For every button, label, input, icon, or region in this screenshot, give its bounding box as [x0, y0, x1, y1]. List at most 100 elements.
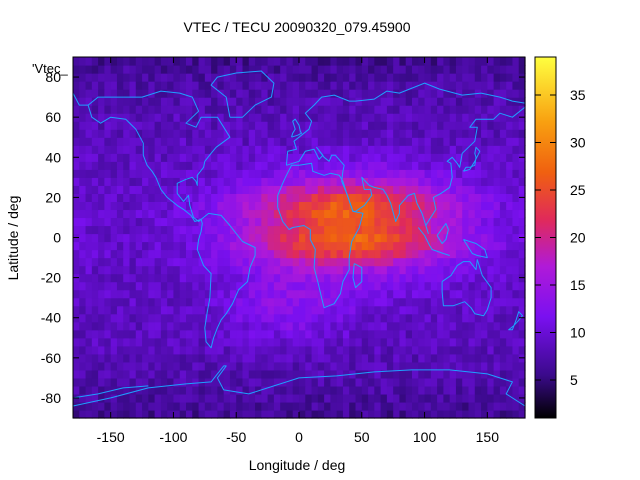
heatmap-cell — [91, 393, 99, 403]
heatmap-cell — [468, 265, 476, 275]
heatmap-cell — [324, 321, 331, 331]
heatmap-cell — [116, 137, 124, 146]
heatmap-cell — [186, 361, 193, 371]
heatmap-cell — [493, 169, 501, 178]
heatmap-cell — [142, 177, 149, 186]
heatmap-cell — [160, 337, 168, 347]
heatmap-cell — [449, 289, 457, 299]
heatmap-cell — [349, 385, 357, 395]
heatmap-cell — [242, 369, 250, 379]
heatmap-cell — [79, 81, 87, 90]
heatmap-cell — [462, 409, 470, 419]
heatmap-cell — [229, 137, 237, 146]
heatmap-cell — [342, 169, 350, 178]
heatmap-cell — [204, 201, 212, 211]
heatmap-cell — [424, 409, 432, 419]
heatmap-cell — [204, 297, 212, 307]
heatmap-cell — [424, 353, 432, 363]
heatmap-cell — [273, 129, 281, 138]
heatmap-cell — [493, 233, 501, 243]
heatmap-cell — [512, 193, 520, 202]
heatmap-cell — [110, 401, 118, 411]
heatmap-cell — [399, 249, 407, 259]
heatmap-cell — [443, 409, 451, 419]
heatmap-cell — [443, 153, 451, 162]
heatmap-cell — [311, 297, 319, 307]
heatmap-cell — [386, 185, 394, 194]
heatmap-cell — [393, 345, 401, 355]
heatmap-cell — [311, 289, 319, 299]
heatmap-cell — [73, 121, 80, 130]
heatmap-cell — [292, 361, 300, 371]
heatmap-cell — [424, 281, 432, 291]
heatmap-cell — [317, 321, 325, 331]
coastline — [277, 162, 364, 309]
heatmap-cell — [349, 353, 357, 363]
heatmap-cell — [98, 81, 105, 90]
heatmap-cell — [160, 313, 168, 323]
heatmap-cell — [430, 273, 438, 283]
heatmap-cell — [167, 97, 175, 106]
heatmap-cell — [305, 401, 313, 411]
heatmap-cell — [512, 313, 520, 323]
heatmap-cell — [506, 185, 514, 194]
heatmap-cell — [430, 321, 438, 331]
coastline — [436, 223, 449, 244]
heatmap-cell — [286, 201, 294, 211]
heatmap-cell — [499, 361, 507, 371]
colorbar-tick-label: 10 — [570, 325, 586, 341]
heatmap-cell — [267, 129, 275, 138]
heatmap-cell — [424, 345, 432, 355]
heatmap-cell — [393, 137, 401, 146]
heatmap-cell — [493, 265, 501, 275]
heatmap-cell — [280, 81, 288, 90]
heatmap-cell — [110, 369, 118, 379]
heatmap-cell — [336, 385, 344, 395]
heatmap-cell — [192, 353, 200, 363]
heatmap-cell — [85, 337, 93, 347]
heatmap-cell — [142, 289, 149, 299]
heatmap-cell — [493, 161, 501, 170]
heatmap-cell — [399, 409, 407, 419]
heatmap-cell — [179, 225, 187, 235]
heatmap-cell — [324, 401, 331, 411]
heatmap-cell — [85, 209, 93, 219]
heatmap-cell — [280, 305, 288, 315]
heatmap-cell — [280, 113, 288, 122]
heatmap-cell — [330, 313, 338, 323]
heatmap-cell — [487, 353, 495, 363]
heatmap-cell — [474, 121, 482, 130]
heatmap-cell — [173, 233, 181, 243]
heatmap-cell — [317, 361, 325, 371]
heatmap-cell — [399, 313, 407, 323]
heatmap-cell — [173, 289, 181, 299]
heatmap-cell — [324, 313, 331, 323]
heatmap-cell — [116, 65, 124, 74]
heatmap-cell — [211, 313, 218, 323]
heatmap-cell — [173, 177, 181, 186]
heatmap-cell — [91, 289, 99, 299]
heatmap-cell — [135, 201, 143, 211]
heatmap-cell — [104, 241, 112, 251]
heatmap-cell — [248, 81, 256, 90]
heatmap-cell — [116, 353, 124, 363]
heatmap-cell — [261, 289, 269, 299]
heatmap-cell — [154, 185, 162, 194]
heatmap-cell — [186, 97, 193, 106]
heatmap-cell — [192, 97, 200, 106]
heatmap-cell — [506, 193, 514, 202]
heatmap-cell — [148, 281, 156, 291]
heatmap-cell — [261, 273, 269, 283]
heatmap-cell — [487, 129, 495, 138]
heatmap-cell — [98, 169, 105, 178]
heatmap-cell — [242, 321, 250, 331]
heatmap-cell — [173, 105, 181, 114]
heatmap-cell — [405, 369, 413, 379]
heatmap-cell — [468, 281, 476, 291]
heatmap-cell — [405, 177, 413, 186]
heatmap-cell — [148, 409, 156, 419]
heatmap-cell — [512, 153, 520, 162]
heatmap-cell — [368, 217, 375, 227]
heatmap-cell — [236, 337, 244, 347]
heatmap-cell — [349, 265, 357, 275]
